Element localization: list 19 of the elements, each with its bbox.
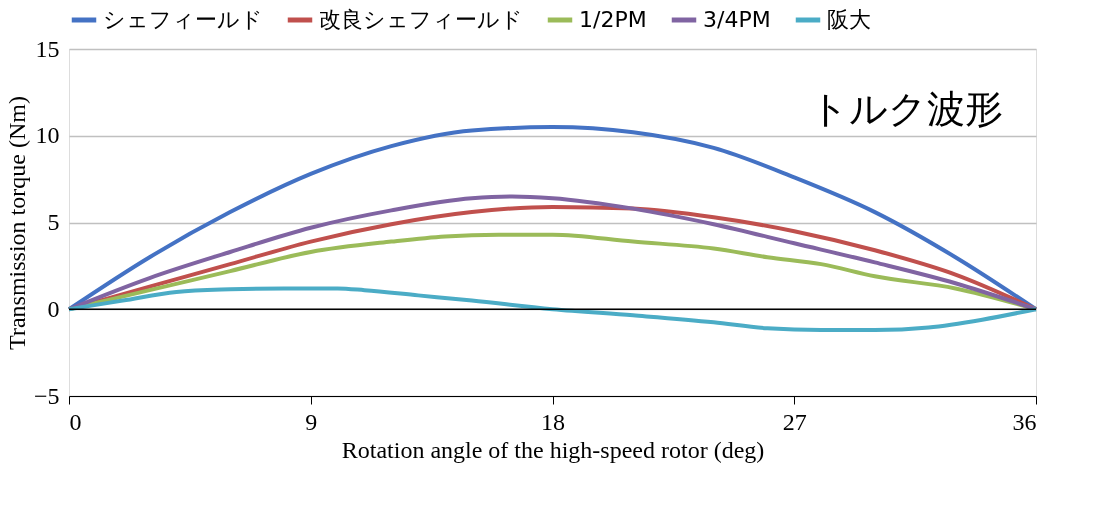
y-tick-label: 10 (35, 122, 60, 149)
x-tick-label: 27 (782, 408, 807, 435)
legend-label: シェフィールド (103, 7, 263, 32)
x-tick-label: 36 (1012, 408, 1037, 435)
y-tick-label: 5 (47, 209, 60, 235)
y-tick-label: 0 (47, 295, 60, 322)
y-tick-label: 15 (35, 35, 60, 62)
legend-label: 改良シェフィールド (319, 7, 523, 32)
annotation: トルク波形 (809, 87, 1003, 131)
x-tick-label: 9 (305, 408, 318, 435)
legend-label: 3/4PM (703, 7, 771, 32)
y-tick-label: −5 (33, 382, 60, 409)
y-axis-title: Transmission torque (Nm) (3, 96, 30, 350)
legend-label: 阪大 (827, 7, 871, 32)
x-tick-label: 18 (541, 408, 565, 435)
legend-label: 1/2PM (579, 7, 647, 32)
line-series (67, 286, 1038, 333)
x-axis-title: Rotation angle of the high-speed rotor (deg) (341, 436, 765, 463)
x-tick-label: 0 (69, 408, 82, 435)
